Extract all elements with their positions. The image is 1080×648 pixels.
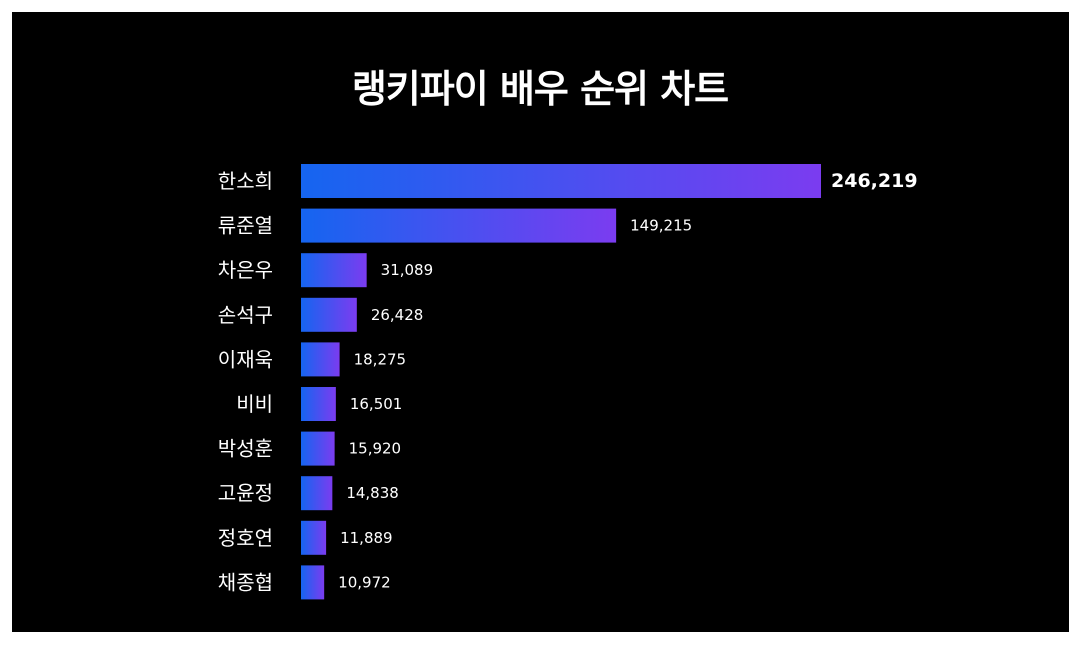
category-label-6: 비비 [236,392,273,416]
category-label-2: 류준열 [218,214,273,238]
value-label-2: 149,215 [630,217,692,235]
category-label-9: 정호연 [218,526,273,550]
bar-8 [301,476,333,511]
bars-layer: 한소희 246,219 류준열 149,215 차은우 31,089 손석구 26,428 이재… [218,164,918,600]
category-label-3: 차은우 [218,258,273,282]
bar-7 [301,431,335,466]
bar-4 [301,297,357,332]
bar-10 [301,565,325,600]
value-label-8: 14,838 [346,484,399,502]
category-label-4: 손석구 [218,303,273,327]
category-label-7: 박성훈 [218,437,273,461]
bar-3 [301,253,367,288]
bar-1 [301,164,821,198]
value-label-4: 26,428 [371,306,424,324]
value-label-5: 18,275 [354,350,407,368]
bar-5 [301,342,340,377]
category-label-8: 고윤정 [218,481,273,505]
value-label-7: 15,920 [349,440,402,458]
bar-6 [301,387,336,421]
value-label-1: 246,219 [831,170,918,192]
chart-background [12,12,1069,632]
category-label-1: 한소희 [218,169,273,193]
category-label-10: 채종협 [218,570,273,594]
value-label-6: 16,501 [350,395,403,413]
bar-2 [301,208,617,243]
value-label-3: 31,089 [381,261,434,279]
category-label-5: 이재욱 [218,347,273,371]
value-label-10: 10,972 [338,573,391,591]
chart-title: 랭키파이 배우 순위 차트 [351,67,729,111]
value-label-9: 11,889 [340,529,393,547]
bar-9 [301,520,327,555]
